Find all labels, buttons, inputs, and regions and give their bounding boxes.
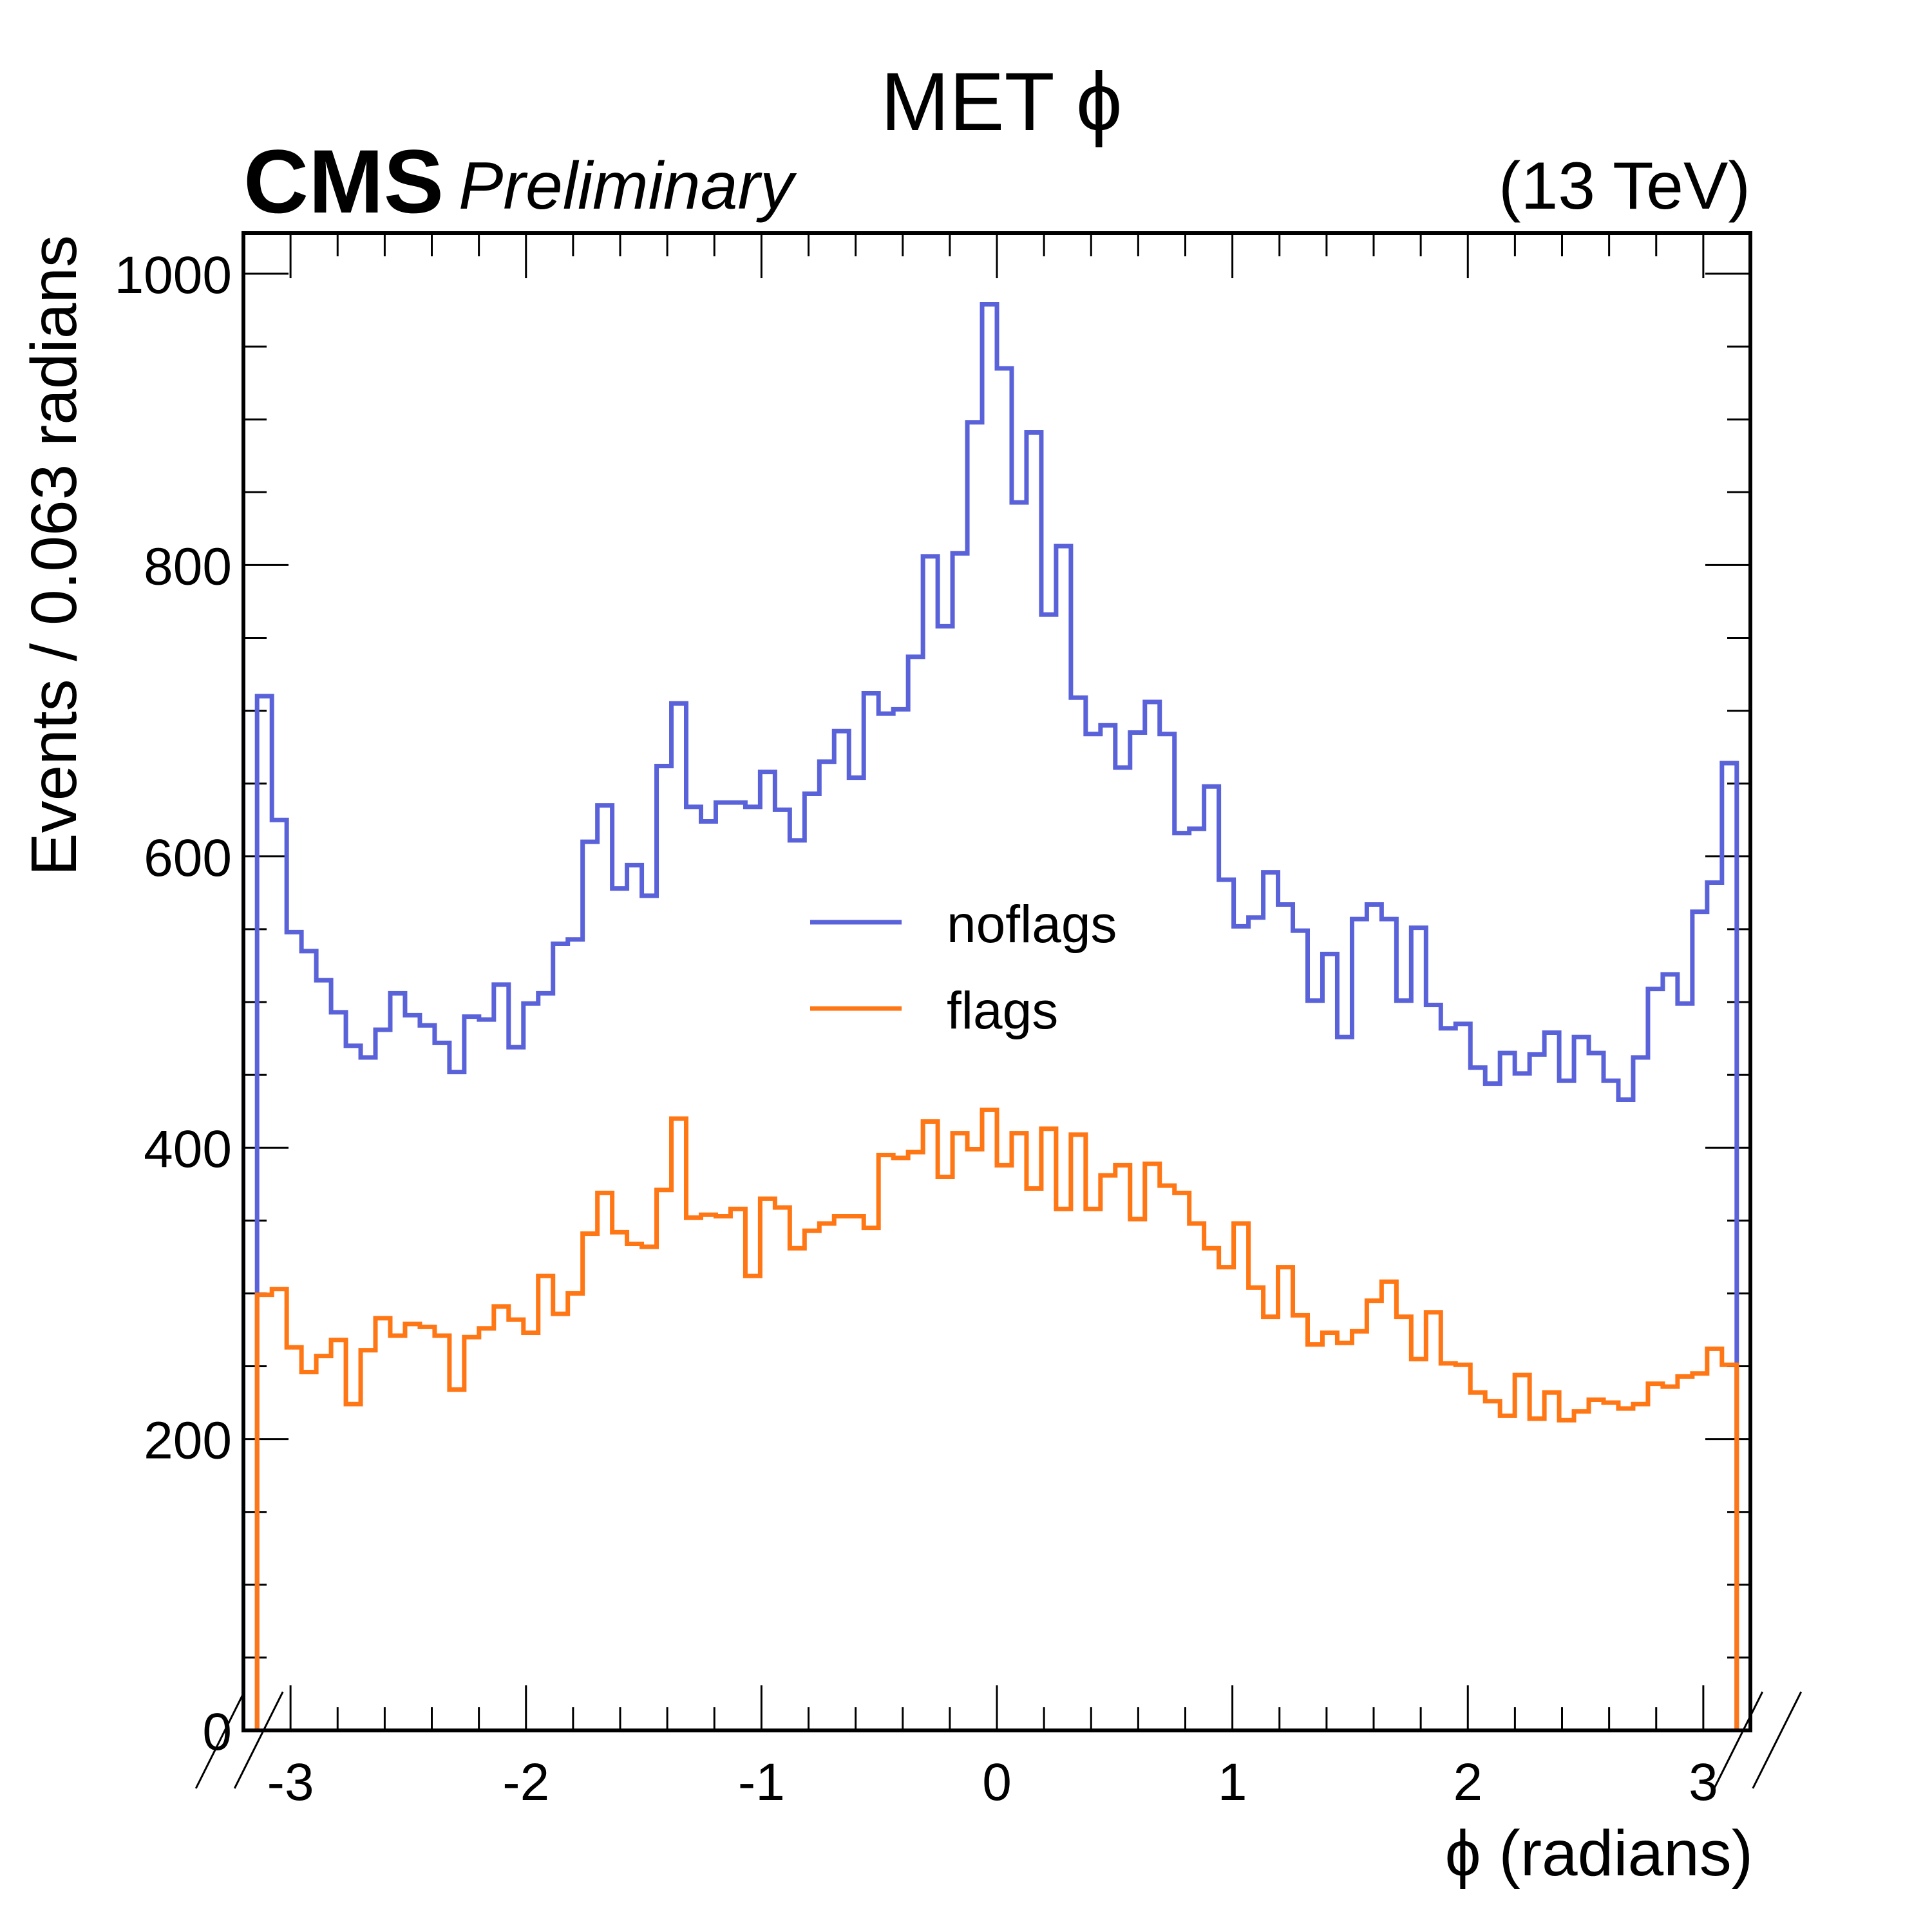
energy-label: (13 TeV) <box>1499 149 1750 223</box>
x-tick-label: 2 <box>1453 1753 1482 1812</box>
series-flags <box>254 1107 1739 1730</box>
axis-breaks <box>194 1691 1803 1789</box>
y-axis-label: Events / 0.063 radians <box>18 235 90 876</box>
axis-break-mark <box>194 1691 245 1789</box>
axis-break-mark <box>1752 1691 1803 1789</box>
plot-frame <box>242 231 1752 1732</box>
x-tick-label: -2 <box>502 1753 549 1812</box>
y-tick-label: 600 <box>144 829 232 887</box>
legend-label-flags: flags <box>947 981 1058 1040</box>
x-tick-label: 0 <box>982 1753 1012 1812</box>
x-tick-label: 1 <box>1218 1753 1247 1812</box>
axis-break-mark <box>1713 1691 1764 1789</box>
y-tick-label: 400 <box>144 1120 232 1179</box>
y-tick-label: 800 <box>144 537 232 596</box>
x-tick-label: -3 <box>267 1753 314 1812</box>
histogram-series <box>254 302 1739 1730</box>
x-tick-label: 3 <box>1689 1753 1718 1812</box>
axis-ticks <box>242 233 1752 1732</box>
y-tick-label: 200 <box>144 1412 232 1470</box>
legend: noflags flags <box>810 895 1117 1040</box>
y-tick-label: 1000 <box>115 246 232 305</box>
cms-label: CMS <box>243 131 444 232</box>
x-tick-label: -1 <box>738 1753 785 1812</box>
tick-labels: -3 -2 -1 0 1 2 3 0 200 400 600 800 1000 <box>115 246 1718 1812</box>
y-tick-label: 0 <box>202 1703 232 1761</box>
series-noflags <box>254 302 1739 1730</box>
preliminary-label: Preliminary <box>459 149 797 223</box>
x-axis-label: ϕ (radians) <box>1445 1817 1753 1889</box>
axis-break-mark <box>233 1691 284 1789</box>
chart-title: MET ϕ <box>880 56 1122 148</box>
legend-label-noflags: noflags <box>947 895 1117 954</box>
